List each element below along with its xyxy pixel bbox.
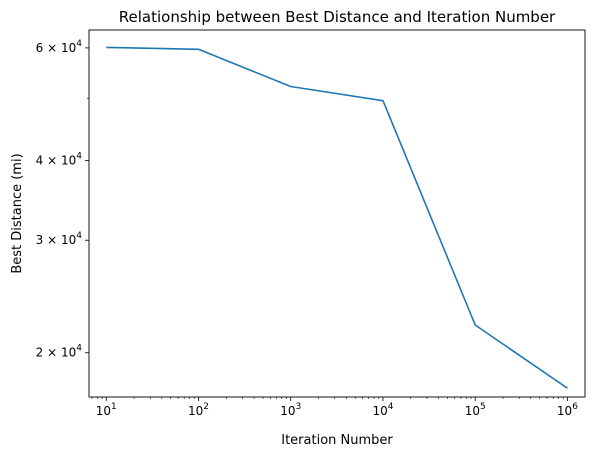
x-tick-label: 101 [96, 402, 117, 418]
y-tick-label: 4 × 104 [36, 151, 83, 167]
y-axis-label: Best Distance (mi) [10, 153, 25, 273]
series-layer [106, 46, 568, 389]
x-tick-label: 105 [465, 402, 486, 418]
series-line [106, 46, 568, 389]
x-tick-label: 103 [280, 402, 301, 418]
plot-area: 101 102 103 104 105 106 2 × 104 3 × 104 4 × 104… [36, 29, 586, 418]
y-tick-label: 3 × 104 [36, 231, 83, 247]
x-tick-label: 106 [557, 402, 578, 418]
x-axis-label: Iteration Number [281, 433, 393, 448]
chart-title: Relationship between Best Distance and I… [119, 8, 556, 26]
y-tick-label: 6 × 104 [36, 39, 83, 55]
x-axis-ticks: 101 102 103 104 105 106 [91, 397, 578, 418]
y-tick-label: 2 × 104 [36, 344, 83, 360]
y-axis-ticks: 2 × 104 3 × 104 4 × 104 6 × 104 [36, 39, 89, 360]
axes-frame [88, 29, 586, 398]
x-tick-label: 102 [188, 402, 209, 418]
x-tick-label: 104 [372, 402, 393, 418]
